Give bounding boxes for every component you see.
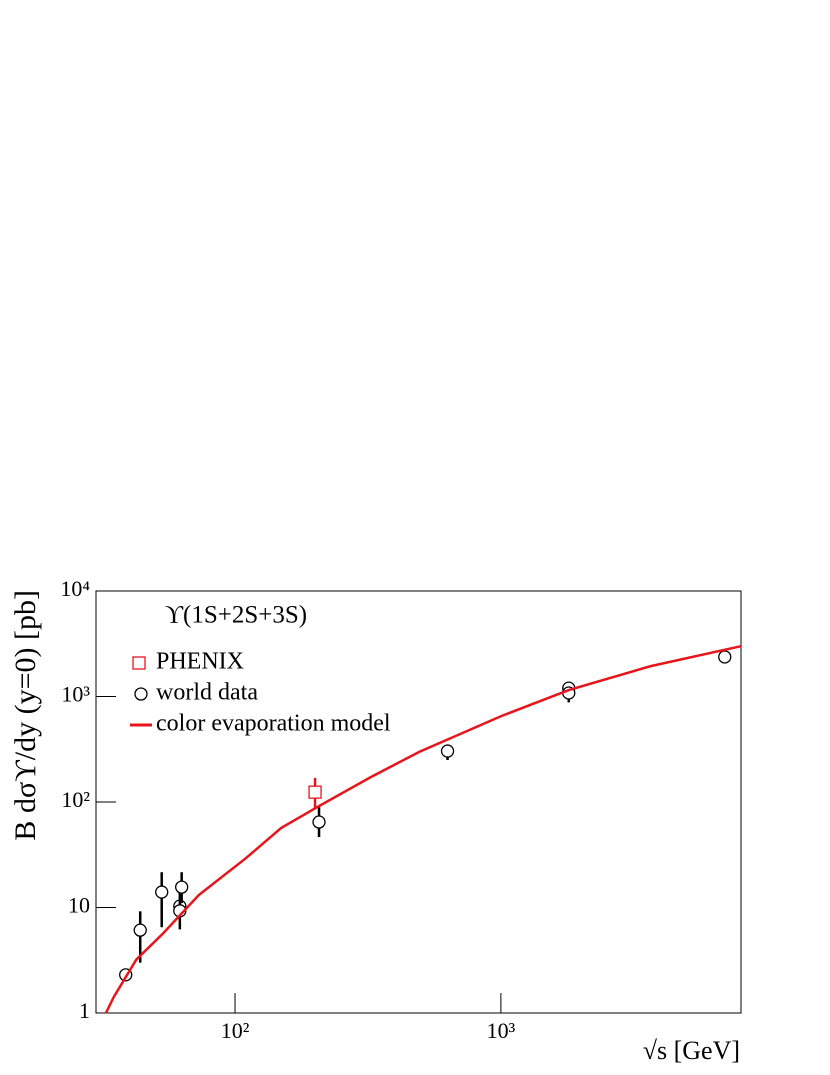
x-tick-label: 10³ — [487, 1018, 516, 1043]
legend-label: color evaporation model — [156, 711, 391, 737]
data-point — [718, 650, 732, 664]
data-point — [312, 815, 326, 829]
annotation: ϒ(1S+2S+3S) — [165, 602, 307, 629]
data-point — [133, 923, 147, 937]
legend-marker — [134, 687, 148, 701]
legend-label: world data — [156, 680, 258, 706]
y-tick-label: 10² — [61, 787, 90, 812]
y-tick-label: 1 — [79, 998, 90, 1023]
legend-marker — [132, 656, 146, 670]
data-point — [308, 785, 322, 799]
y-axis-label: B dσϒ/dy (y=0) [pb] — [9, 590, 42, 841]
y-tick-label: 10³ — [61, 682, 90, 707]
x-tick-label: 10² — [221, 1018, 250, 1043]
y-tick-label: 10⁴ — [60, 576, 90, 601]
x-axis-label: √s [GeV] — [643, 1036, 740, 1065]
y-tick-label: 10 — [68, 893, 90, 918]
data-point — [440, 744, 455, 758]
legend-label: PHENIX — [156, 649, 244, 675]
data-point — [155, 885, 169, 899]
model-line — [104, 644, 742, 1014]
data-point — [175, 880, 189, 894]
